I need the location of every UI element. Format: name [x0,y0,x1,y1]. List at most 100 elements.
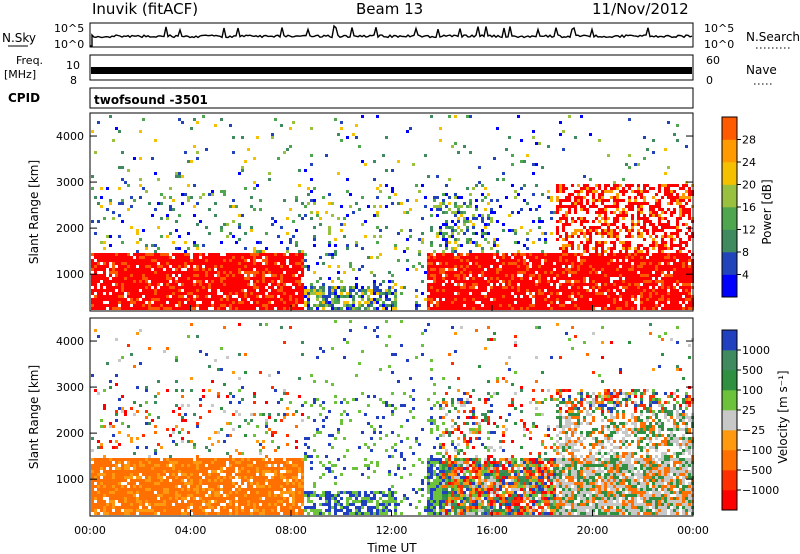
data-cell [667,187,670,190]
data-cell [664,235,667,238]
data-cell [115,410,118,413]
data-cell [415,304,418,307]
data-cell [127,283,130,286]
data-cell [535,283,538,286]
data-cell [622,298,625,301]
data-cell [166,268,169,271]
data-cell [622,286,625,289]
data-cell [427,253,430,256]
data-cell [640,301,643,304]
data-cell [253,274,256,277]
data-cell [550,298,553,301]
data-cell [301,265,304,268]
data-cell [670,283,673,286]
data-cell [115,485,118,488]
data-cell [601,265,604,268]
data-cell [568,208,571,211]
data-cell [232,307,235,310]
data-cell [193,205,196,208]
data-cell [160,268,163,271]
data-cell [91,265,94,268]
data-cell [454,256,457,259]
data-cell [544,298,547,301]
data-cell [100,494,103,497]
data-cell [430,241,433,244]
data-cell [103,265,106,268]
data-cell [658,256,661,259]
data-cell [439,244,442,247]
data-cell [259,301,262,304]
data-cell [502,253,505,256]
data-cell [592,277,595,280]
data-cell [469,304,472,307]
nsearch-tick-top: 10^5 [704,22,734,35]
data-cell [226,268,229,271]
data-cell [148,485,151,488]
data-cell [580,232,583,235]
data-cell [163,485,166,488]
data-cell [604,250,607,253]
data-cell [592,274,595,277]
data-cell [604,304,607,307]
data-cell [433,199,436,202]
data-cell [613,262,616,265]
data-cell [451,301,454,304]
data-cell [628,280,631,283]
data-cell [148,479,151,482]
data-cell [460,205,463,208]
data-cell [451,289,454,292]
data-cell [238,214,241,217]
data-cell [670,196,673,199]
data-cell [646,274,649,277]
data-cell [559,286,562,289]
data-cell [601,244,604,247]
data-cell [361,304,364,307]
data-cell [208,292,211,295]
data-cell [349,289,352,292]
data-cell [106,256,109,259]
data-cell [439,277,442,280]
data-cell [580,289,583,292]
data-cell [217,280,220,283]
data-cell [148,455,151,458]
data-cell [580,268,583,271]
data-cell [298,298,301,301]
data-cell [367,286,370,289]
data-cell [154,301,157,304]
data-cell [196,286,199,289]
data-cell [577,196,580,199]
data-cell [148,494,151,497]
data-cell [496,286,499,289]
data-cell [616,298,619,301]
data-cell [574,259,577,262]
data-cell [565,283,568,286]
data-cell [148,347,151,350]
data-cell [559,283,562,286]
data-cell [106,280,109,283]
data-cell [634,196,637,199]
data-cell [523,307,526,310]
data-cell [559,121,562,124]
data-cell [517,271,520,274]
data-cell [325,211,328,214]
data-cell [472,223,475,226]
data-cell [319,256,322,259]
data-cell [286,307,289,310]
data-cell [583,220,586,223]
data-cell [274,253,277,256]
data-cell [223,277,226,280]
data-cell [391,274,394,277]
data-cell [307,268,310,271]
data-cell [415,199,418,202]
colorbar-label: 12 [742,224,756,237]
data-cell [541,304,544,307]
data-cell [529,298,532,301]
data-cell [658,295,661,298]
data-cell [160,476,163,479]
data-cell [364,220,367,223]
data-cell [145,488,148,491]
data-cell [166,259,169,262]
data-cell [376,298,379,301]
data-cell [670,289,673,292]
data-cell [613,181,616,184]
